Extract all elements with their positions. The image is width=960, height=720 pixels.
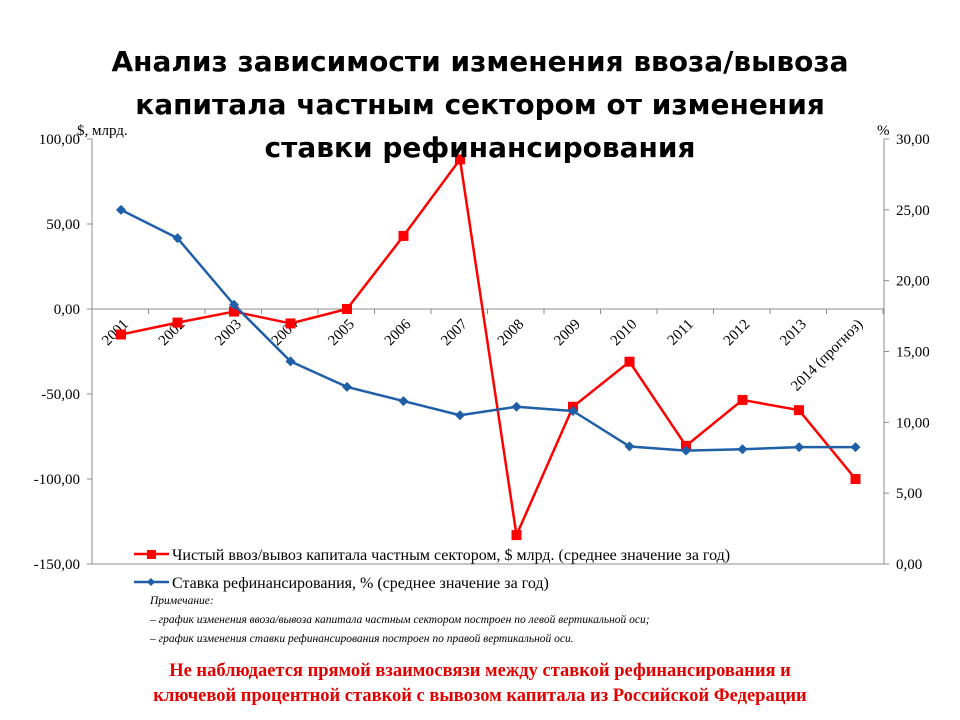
left-tick-label: 0,00: [54, 302, 80, 318]
x-tick-label: 2010: [608, 317, 641, 350]
x-tick-label: 2013: [777, 317, 810, 350]
left-axis-unit: $, млрд.: [77, 123, 128, 139]
right-tick-label: 15,00: [896, 345, 930, 361]
title-line-3: ставки рефинансирования: [264, 131, 696, 164]
conclusion-text: Не наблюдается прямой взаимосвязи между …: [20, 659, 940, 709]
left-tick-label: 50,00: [46, 217, 80, 233]
note-line-1: – график изменения ввоза/вывоза капитала…: [150, 614, 650, 626]
rate-point: [624, 441, 635, 452]
rate-point: [172, 233, 183, 244]
right-tick-label: 5,00: [896, 486, 922, 502]
series-line-rate: [120, 208, 856, 452]
right-tick-label: 0,00: [896, 557, 922, 573]
x-tick-label: 2011: [665, 317, 697, 349]
x-tick-label: 2009: [551, 317, 584, 350]
rate-point: [681, 445, 691, 456]
right-tick-label: 25,00: [896, 203, 930, 219]
left-tick-label: -50,00: [41, 387, 80, 403]
page-title: Анализ зависимости изменения ввоза/вывоз…: [60, 40, 900, 169]
rate-point: [455, 410, 465, 421]
rate-point: [794, 442, 804, 453]
rate-point: [511, 401, 522, 412]
x-tick-label: 2005: [325, 317, 358, 350]
note-heading: Примечание:: [150, 595, 214, 607]
capital-point: [229, 306, 239, 317]
left-tick-labels: 100,00 50,00 0,00 -50,00 -100,00 -150,00: [34, 132, 92, 573]
rate-point: [737, 444, 748, 455]
x-tick-label: 2006: [382, 316, 415, 349]
capital-point: [794, 405, 804, 416]
series-line-capital: [120, 158, 857, 537]
legend-label-rate: Ставка рефинансирования, % (среднее знач…: [172, 575, 549, 592]
right-tick-label: 20,00: [896, 274, 930, 290]
capital-point: [342, 304, 352, 314]
conclusion-line-1: Не наблюдается прямой взаимосвязи между …: [169, 661, 791, 681]
title-line-1: Анализ зависимости изменения ввоза/вывоз…: [111, 45, 849, 78]
legend: Чистый ввоз/вывоз капитала частным секто…: [134, 547, 730, 592]
capital-point: [172, 317, 183, 328]
rate-point: [398, 396, 409, 407]
capital-point: [511, 530, 522, 541]
note-line-2: – график изменения ставки рефинансирован…: [150, 633, 574, 645]
left-tick-label: -150,00: [34, 557, 80, 573]
rate-point: [342, 381, 352, 392]
capital-point: [116, 329, 126, 340]
rate-point: [850, 442, 861, 453]
capital-point: [624, 356, 635, 367]
left-tick-label: 100,00: [39, 132, 80, 148]
capital-point: [455, 154, 465, 165]
right-axis-unit: %: [877, 123, 890, 139]
right-tick-label: 10,00: [896, 415, 930, 431]
rate-point: [568, 406, 578, 416]
capital-point: [737, 394, 748, 405]
rate-point: [229, 299, 239, 310]
right-tick-labels: 30,00 25,00 20,00 15,00 10,00 5,00 0,00: [884, 132, 930, 573]
legend-entry-rate: Ставка рефинансирования, % (среднее знач…: [134, 575, 549, 592]
capital-point: [850, 474, 861, 484]
rate-point: [116, 204, 126, 215]
x-tick-label: 2007: [438, 316, 471, 349]
capital-point: [285, 318, 296, 329]
title-line-2: капитала частным сектором от изменения: [135, 88, 825, 121]
x-tick-label: 2008: [495, 317, 528, 350]
x-tick-labels: 2001 2002 2003 2004 2005 2006 2007 2008 2009 2010…: [99, 309, 884, 395]
series-layer: [116, 154, 861, 541]
x-tick-label: 2003: [212, 317, 245, 350]
rate-point: [285, 356, 296, 367]
capital-point: [398, 230, 409, 241]
legend-label-capital: Чистый ввоз/вывоз капитала частным секто…: [172, 547, 730, 564]
x-tick-label: 2012: [721, 317, 754, 350]
legend-entry-capital: Чистый ввоз/вывоз капитала частным секто…: [134, 547, 730, 564]
left-tick-label: -100,00: [34, 472, 80, 488]
conclusion-line-2: ключевой процентной ставкой с вывозом ка…: [153, 686, 807, 706]
right-tick-label: 30,00: [896, 132, 930, 148]
